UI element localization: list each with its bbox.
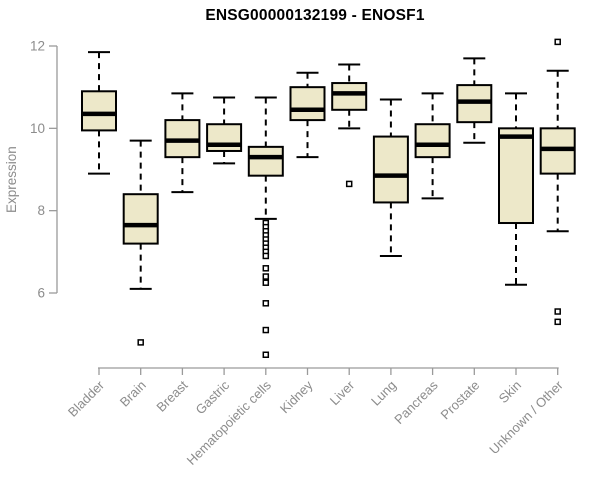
y-tick-label: 12	[30, 39, 45, 54]
x-tick-label: Skin	[496, 378, 524, 406]
x-tick-label: Gastric	[193, 377, 233, 417]
boxplot-lung	[372, 98, 409, 257]
x-tick-label: Liver	[327, 377, 358, 408]
x-tick-label: Brain	[117, 378, 149, 410]
outlier-point	[137, 339, 144, 346]
x-tick-label: Lung	[368, 378, 399, 409]
x-tick-label: Bladder	[65, 377, 108, 420]
y-tick-label: 8	[37, 203, 45, 218]
boxplot-bladder	[81, 51, 117, 175]
outlier-point	[554, 38, 561, 46]
outlier-point	[262, 273, 270, 280]
boxplot-hematopoietic-cells	[247, 96, 284, 358]
y-tick-label: 6	[37, 286, 45, 301]
x-tick-label: Prostate	[438, 378, 483, 423]
boxplot-liver	[331, 63, 368, 188]
boxplot-unknown-other	[539, 38, 576, 326]
outlier-point	[345, 180, 353, 188]
outlier-point	[554, 308, 561, 315]
iqr-box	[331, 82, 368, 111]
iqr-box	[81, 90, 117, 132]
boxplot-brain	[122, 139, 159, 346]
outlier-point	[262, 265, 270, 272]
outlier-point	[554, 318, 561, 326]
chart-title: ENSG00000132199 - ENOSF1	[205, 7, 425, 24]
outlier-point	[262, 252, 270, 260]
boxplot-gastric	[206, 96, 243, 165]
iqr-box	[247, 145, 284, 177]
x-tick-label: Pancreas	[391, 377, 441, 427]
x-tick-label: Unknown / Other	[486, 377, 566, 457]
boxplot-kidney	[289, 71, 326, 159]
x-tick-label: Kidney	[277, 377, 316, 416]
outlier-point	[262, 279, 270, 286]
y-axis	[49, 45, 58, 294]
boxplot-skin	[498, 92, 534, 286]
iqr-box	[498, 127, 534, 225]
boxplot-pancreas	[414, 92, 451, 200]
iqr-box	[122, 193, 159, 245]
outlier-point	[262, 326, 270, 334]
iqr-box	[289, 86, 326, 122]
x-axis	[98, 367, 559, 375]
boxplot-prostate	[456, 57, 493, 144]
outlier-point	[262, 300, 270, 307]
iqr-box	[414, 123, 451, 159]
boxplot-breast	[164, 92, 201, 194]
y-tick-label: 10	[30, 121, 45, 136]
outlier-point	[262, 351, 270, 358]
iqr-box	[372, 135, 409, 204]
x-tick-label: Breast	[153, 377, 190, 414]
